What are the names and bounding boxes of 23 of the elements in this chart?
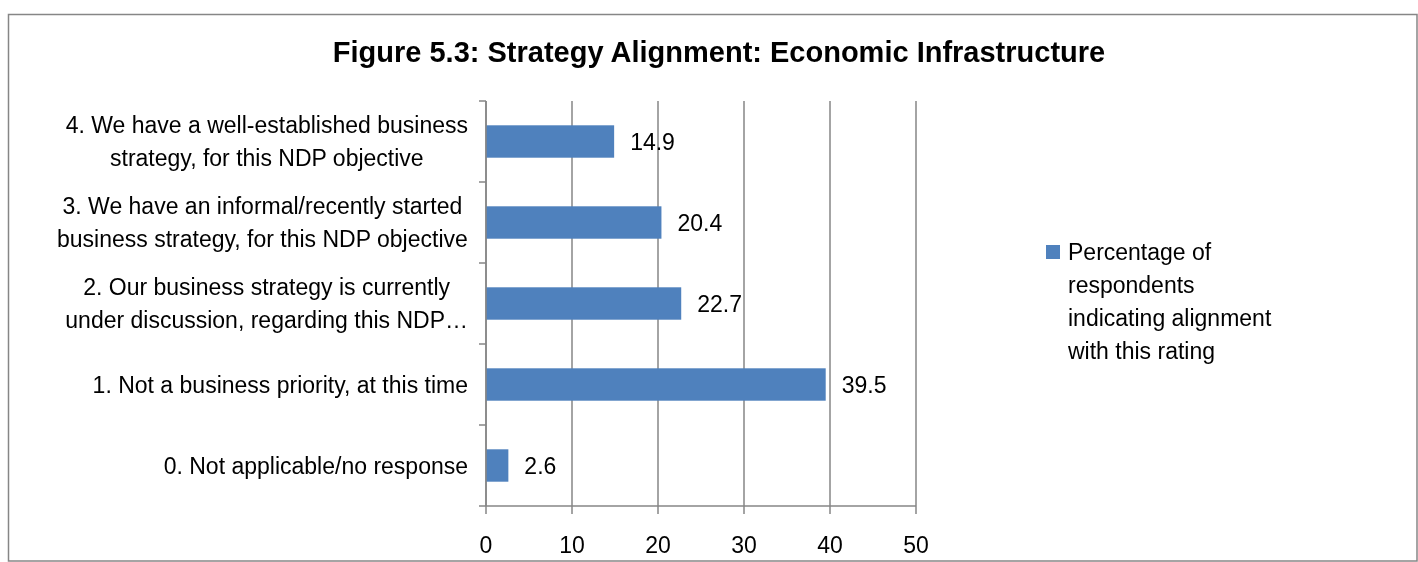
bar (486, 287, 682, 320)
x-tick-label: 40 (817, 532, 843, 558)
data-label: 22.7 (697, 290, 742, 317)
x-tick-label: 20 (645, 532, 671, 558)
bar (486, 449, 509, 482)
x-tick-label: 0 (479, 532, 493, 558)
bar (486, 368, 826, 401)
y-tick-label: 0. Not applicable/no response (163, 452, 468, 479)
bar (486, 125, 615, 158)
y-tick-label: 2. Our business strategy is currently under discussion, regarding this NDP… (65, 274, 469, 333)
x-tick-label: 10 (559, 532, 585, 558)
data-label: 14.9 (630, 128, 675, 155)
y-tick-label: 1. Not a business priority, at this time (92, 371, 468, 398)
data-label: 39.5 (841, 371, 887, 398)
data-label: 2.6 (524, 452, 557, 479)
legend-label: Percentage of respondents indicating alignment with this rating (1067, 239, 1272, 364)
x-tick-label: 50 (903, 532, 929, 558)
y-tick-label: 3. We have an informal/recently started business strategy, for this NDP objective (57, 193, 468, 252)
x-tick-label: 30 (731, 532, 757, 558)
y-tick-label: 4. We have a well-established business strategy, for this NDP objective (65, 112, 469, 171)
chart-title: Figure 5.3: Strategy Alignment: Economic Infrastructure (332, 36, 1106, 68)
data-label: 20.4 (677, 209, 723, 236)
bar (486, 206, 662, 239)
